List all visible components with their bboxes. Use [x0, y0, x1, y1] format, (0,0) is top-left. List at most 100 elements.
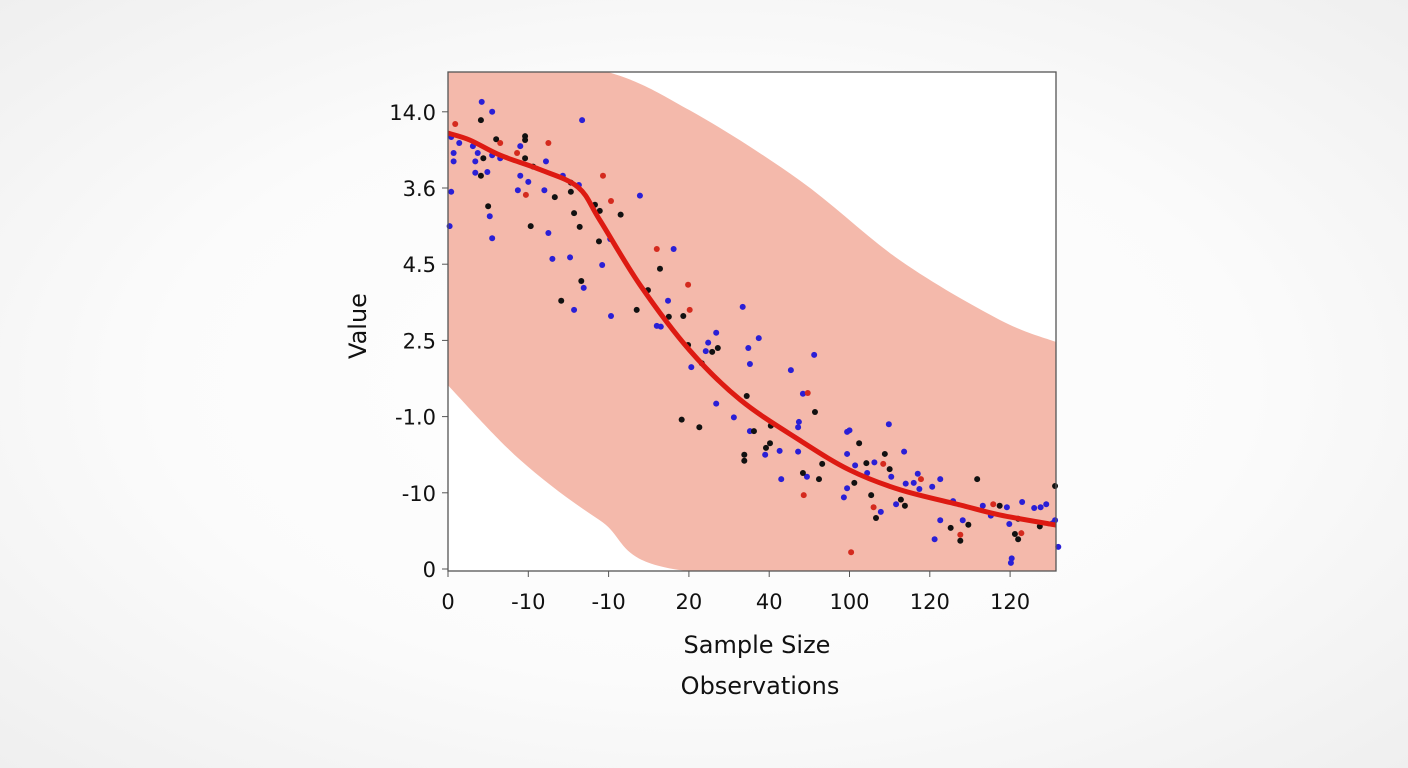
y-axis-label: Value: [344, 293, 372, 359]
data-point-blue: [702, 348, 709, 355]
plot-frame: [447, 71, 1057, 572]
data-point-blue: [472, 169, 479, 176]
data-point-blue: [713, 329, 720, 336]
data-point-blue: [795, 424, 802, 431]
data-point-red: [686, 306, 693, 313]
data-point-blue: [803, 473, 810, 480]
data-point-blue: [846, 427, 853, 434]
data-point-blue: [486, 213, 493, 220]
data-point-red: [848, 549, 855, 556]
x-tick-label: 120: [910, 590, 950, 614]
data-point-blue: [1037, 504, 1044, 511]
y-axis: 0 -10 -1.0 2.5 4.5 3.6 14.0: [389, 101, 448, 582]
data-point-blue: [608, 313, 615, 320]
data-point-blue: [893, 501, 900, 508]
data-point-black: [522, 155, 529, 162]
data-point-blue: [514, 187, 521, 194]
data-point-blue: [1008, 555, 1015, 562]
data-point-red: [880, 460, 887, 467]
data-point-red: [497, 140, 504, 147]
data-point-blue: [916, 485, 923, 492]
x-axis-label-line-2: Observations: [681, 672, 840, 700]
data-point-blue: [795, 448, 802, 455]
data-point-blue: [599, 261, 606, 268]
data-point-black: [965, 521, 972, 528]
data-point-black: [996, 502, 1003, 509]
y-tick-label: 0: [423, 558, 436, 582]
data-point-black: [709, 348, 716, 355]
data-point-blue: [739, 303, 746, 310]
fit-line: [448, 130, 1056, 528]
data-point-blue: [657, 323, 664, 330]
data-point-blue: [545, 229, 552, 236]
data-point-red: [685, 281, 692, 288]
data-point-black: [886, 466, 893, 473]
data-point-black: [680, 313, 687, 320]
data-point-blue: [745, 345, 752, 352]
data-point-blue: [474, 149, 481, 156]
data-point-black: [595, 238, 602, 245]
data-point-blue: [580, 284, 587, 291]
data-point-red: [804, 389, 811, 396]
data-point-black: [633, 306, 640, 313]
data-point-black: [762, 444, 769, 451]
data-point-blue: [844, 485, 851, 492]
data-point-red: [957, 531, 964, 538]
data-point-blue: [478, 98, 485, 105]
data-point-blue: [448, 188, 455, 195]
data-point-blue: [542, 158, 549, 165]
data-point-blue: [755, 335, 762, 342]
data-point-black: [819, 460, 826, 467]
data-point-black: [901, 502, 908, 509]
data-point-black: [567, 188, 574, 195]
data-point-black: [750, 428, 757, 435]
data-point-black: [477, 117, 484, 124]
data-point-blue: [517, 143, 524, 150]
data-point-black: [665, 313, 672, 320]
data-point-black: [799, 469, 806, 476]
data-point-red: [800, 492, 807, 499]
data-point-red: [608, 197, 615, 204]
data-point-blue: [937, 517, 944, 524]
data-point-blue: [959, 517, 966, 524]
data-point-blue: [778, 476, 785, 483]
data-point-blue: [549, 255, 556, 262]
y-tick-label: -10: [402, 482, 436, 506]
data-point-blue: [1003, 504, 1010, 511]
data-point-red: [514, 149, 521, 156]
data-point-black: [571, 210, 578, 217]
x-axis-label-line-1: Sample Size: [684, 631, 831, 659]
data-point-black: [656, 265, 663, 272]
data-point-blue: [472, 158, 479, 165]
data-point-black: [617, 211, 624, 218]
data-point-red: [545, 140, 552, 147]
y-tick-label: 4.5: [403, 253, 436, 277]
y-tick-label: 3.6: [403, 177, 436, 201]
data-point-black: [881, 450, 888, 457]
data-point-black: [897, 496, 904, 503]
data-point-blue: [762, 451, 769, 458]
data-point-blue: [489, 235, 496, 242]
data-point-red: [917, 476, 924, 483]
data-point-blue: [937, 476, 944, 483]
data-point-black: [485, 203, 492, 210]
data-point-blue: [746, 361, 753, 368]
data-point-black: [522, 136, 529, 143]
data-point-black: [957, 537, 964, 544]
data-point-blue: [450, 149, 457, 156]
data-point-blue: [1055, 543, 1062, 550]
data-point-black: [576, 223, 583, 230]
x-tick-label: 20: [676, 590, 703, 614]
data-point-black: [872, 514, 879, 521]
data-point-black: [741, 457, 748, 464]
data-point-black: [551, 194, 558, 201]
data-point-blue: [901, 448, 908, 455]
data-point-black: [480, 155, 487, 162]
data-point-red: [870, 504, 877, 511]
data-point-blue: [864, 469, 871, 476]
data-point-blue: [484, 168, 491, 175]
data-point-blue: [888, 473, 895, 480]
data-point-blue: [811, 351, 818, 358]
data-point-blue: [1043, 501, 1050, 508]
